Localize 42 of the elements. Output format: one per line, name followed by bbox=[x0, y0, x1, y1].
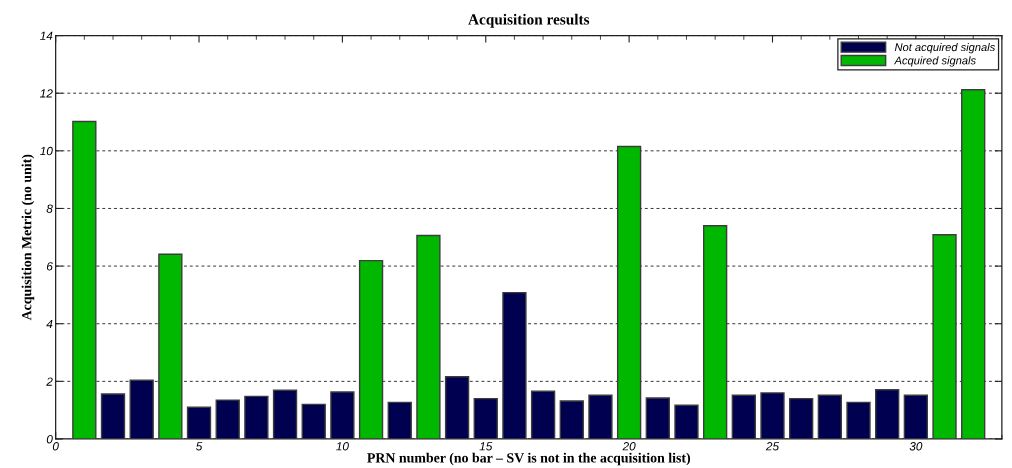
x-tick-label: 0 bbox=[52, 442, 59, 451]
y-tick-label: 12 bbox=[40, 89, 53, 98]
y-tick-label: 0 bbox=[46, 435, 53, 444]
bar bbox=[215, 399, 240, 439]
bar bbox=[903, 394, 929, 439]
bar bbox=[588, 394, 613, 439]
y-axis-title: Acquisition Metric (no unit) bbox=[21, 154, 35, 321]
bar bbox=[789, 397, 814, 439]
legend-label: Not acquired signals bbox=[894, 42, 995, 54]
bar bbox=[186, 406, 212, 439]
bar bbox=[674, 404, 699, 439]
x-tick-label: 5 bbox=[196, 442, 203, 451]
bar bbox=[559, 400, 584, 439]
x-tick-label: 30 bbox=[909, 442, 923, 451]
bar bbox=[272, 389, 298, 439]
bar bbox=[100, 393, 126, 439]
bar bbox=[731, 394, 756, 439]
legend-label: Acquired signals bbox=[894, 56, 976, 67]
bar bbox=[817, 394, 843, 439]
bar bbox=[760, 392, 785, 439]
bar bbox=[301, 403, 326, 439]
chart-title: Acquisition results bbox=[468, 13, 590, 28]
y-tick-label: 6 bbox=[46, 262, 53, 271]
bar bbox=[387, 401, 412, 439]
bar bbox=[473, 397, 498, 439]
x-tick-label: 20 bbox=[622, 442, 636, 451]
bar bbox=[530, 390, 556, 439]
y-tick-label: 10 bbox=[40, 146, 53, 156]
x-axis-title: PRN number (no bar – SV is not in the acquisition list) bbox=[367, 452, 691, 466]
bar bbox=[875, 389, 900, 439]
bar bbox=[846, 401, 871, 439]
x-tick-label: 15 bbox=[479, 442, 493, 451]
y-tick-label: 8 bbox=[46, 204, 53, 213]
bar bbox=[244, 395, 269, 439]
y-tick-label: 2 bbox=[46, 377, 53, 386]
bar bbox=[330, 391, 355, 439]
y-tick-label: 14 bbox=[40, 31, 53, 40]
bar bbox=[72, 120, 97, 439]
x-tick-label: 10 bbox=[336, 442, 349, 451]
y-tick-label: 4 bbox=[46, 319, 53, 328]
bar bbox=[645, 397, 670, 439]
x-tick-label: 25 bbox=[765, 442, 780, 451]
